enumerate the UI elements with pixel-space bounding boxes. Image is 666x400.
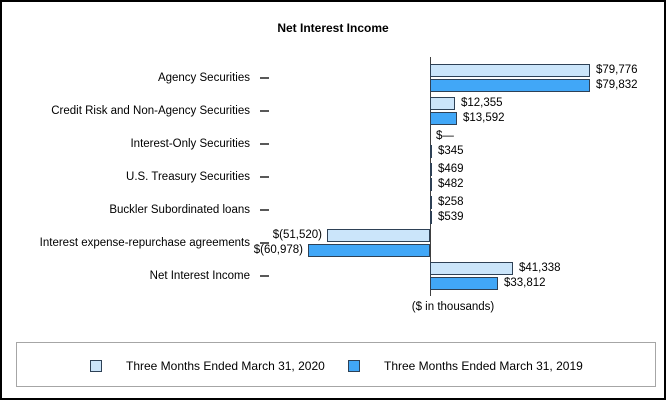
bar-agency-securities-s0 [430,64,590,77]
category-label-agency-securities: Agency Securities [157,72,250,84]
category-label-u-s-treasury-securities: U.S. Treasury Securities [126,171,250,183]
value-label-net-interest-income-s1: $33,812 [504,277,546,289]
bar-net-interest-income-s1 [430,277,498,290]
legend-swatch-2019 [348,359,360,372]
value-label-u-s-treasury-securities-s1: $482 [438,178,464,190]
legend-label-2020: Three Months Ended March 31, 2020 [126,358,325,373]
category-label-interest-expense-repurchase-agreements: Interest expense-repurchase agreements [39,237,250,249]
value-label-interest-only-securities-s1: $345 [438,145,464,157]
category-tick-buckler-subordinated-loans [260,209,269,211]
value-label-credit-risk-and-non-agency-securities-s1: $13,592 [463,112,505,124]
axis-units-note: ($ in thousands) [411,301,495,313]
bar-buckler-subordinated-loans-s0 [430,196,432,209]
legend-item-2020: Three Months Ended March 31, 2020 [90,343,325,388]
plot-area: Agency Securities $79,776 $79,832 Credit Ri… [2,2,664,322]
category-label-buckler-subordinated-loans: Buckler Subordinated loans [109,204,250,216]
bar-credit-risk-and-non-agency-securities-s0 [430,97,455,110]
bar-u-s-treasury-securities-s0 [430,163,432,176]
category-label-credit-risk-and-non-agency-securities: Credit Risk and Non-Agency Securities [51,105,250,117]
category-tick-agency-securities [260,77,269,79]
category-tick-interest-expense-repurchase-agreements [260,242,269,244]
legend-swatch-2020 [90,359,102,372]
value-axis-line [430,57,431,296]
bar-u-s-treasury-securities-s1 [430,178,432,191]
category-tick-u-s-treasury-securities [260,176,269,178]
category-tick-interest-only-securities [260,143,269,145]
category-tick-credit-risk-and-non-agency-securities [260,110,269,112]
bar-buckler-subordinated-loans-s1 [430,211,432,224]
bar-interest-expense-repurchase-agreements-s1 [308,244,430,257]
value-label-agency-securities-s0: $79,776 [596,64,638,76]
value-label-buckler-subordinated-loans-s1: $539 [438,211,464,223]
value-label-agency-securities-s1: $79,832 [596,79,638,91]
legend-item-2019: Three Months Ended March 31, 2019 [348,343,583,388]
bar-credit-risk-and-non-agency-securities-s1 [430,112,457,125]
category-tick-net-interest-income [260,275,269,277]
legend-label-2019: Three Months Ended March 31, 2019 [384,358,583,373]
value-label-u-s-treasury-securities-s0: $469 [438,163,464,175]
value-label-interest-expense-repurchase-agreements-s0: $(51,520) [272,229,322,241]
bar-interest-only-securities-s1 [430,145,432,158]
bar-interest-expense-repurchase-agreements-s0 [327,229,430,242]
value-label-interest-expense-repurchase-agreements-s1: $(60,978) [253,244,303,256]
bar-agency-securities-s1 [430,79,590,92]
value-label-credit-risk-and-non-agency-securities-s0: $12,355 [461,97,503,109]
value-label-buckler-subordinated-loans-s0: $258 [438,196,464,208]
chart-title: Net Interest Income [277,21,389,35]
category-label-interest-only-securities: Interest-Only Securities [130,138,250,150]
bar-net-interest-income-s0 [430,262,513,275]
value-label-net-interest-income-s0: $41,338 [519,262,561,274]
category-label-net-interest-income: Net Interest Income [149,270,250,282]
legend: Three Months Ended March 31, 2020 Three … [16,342,656,387]
value-label-interest-only-securities-s0: $— [436,130,454,142]
